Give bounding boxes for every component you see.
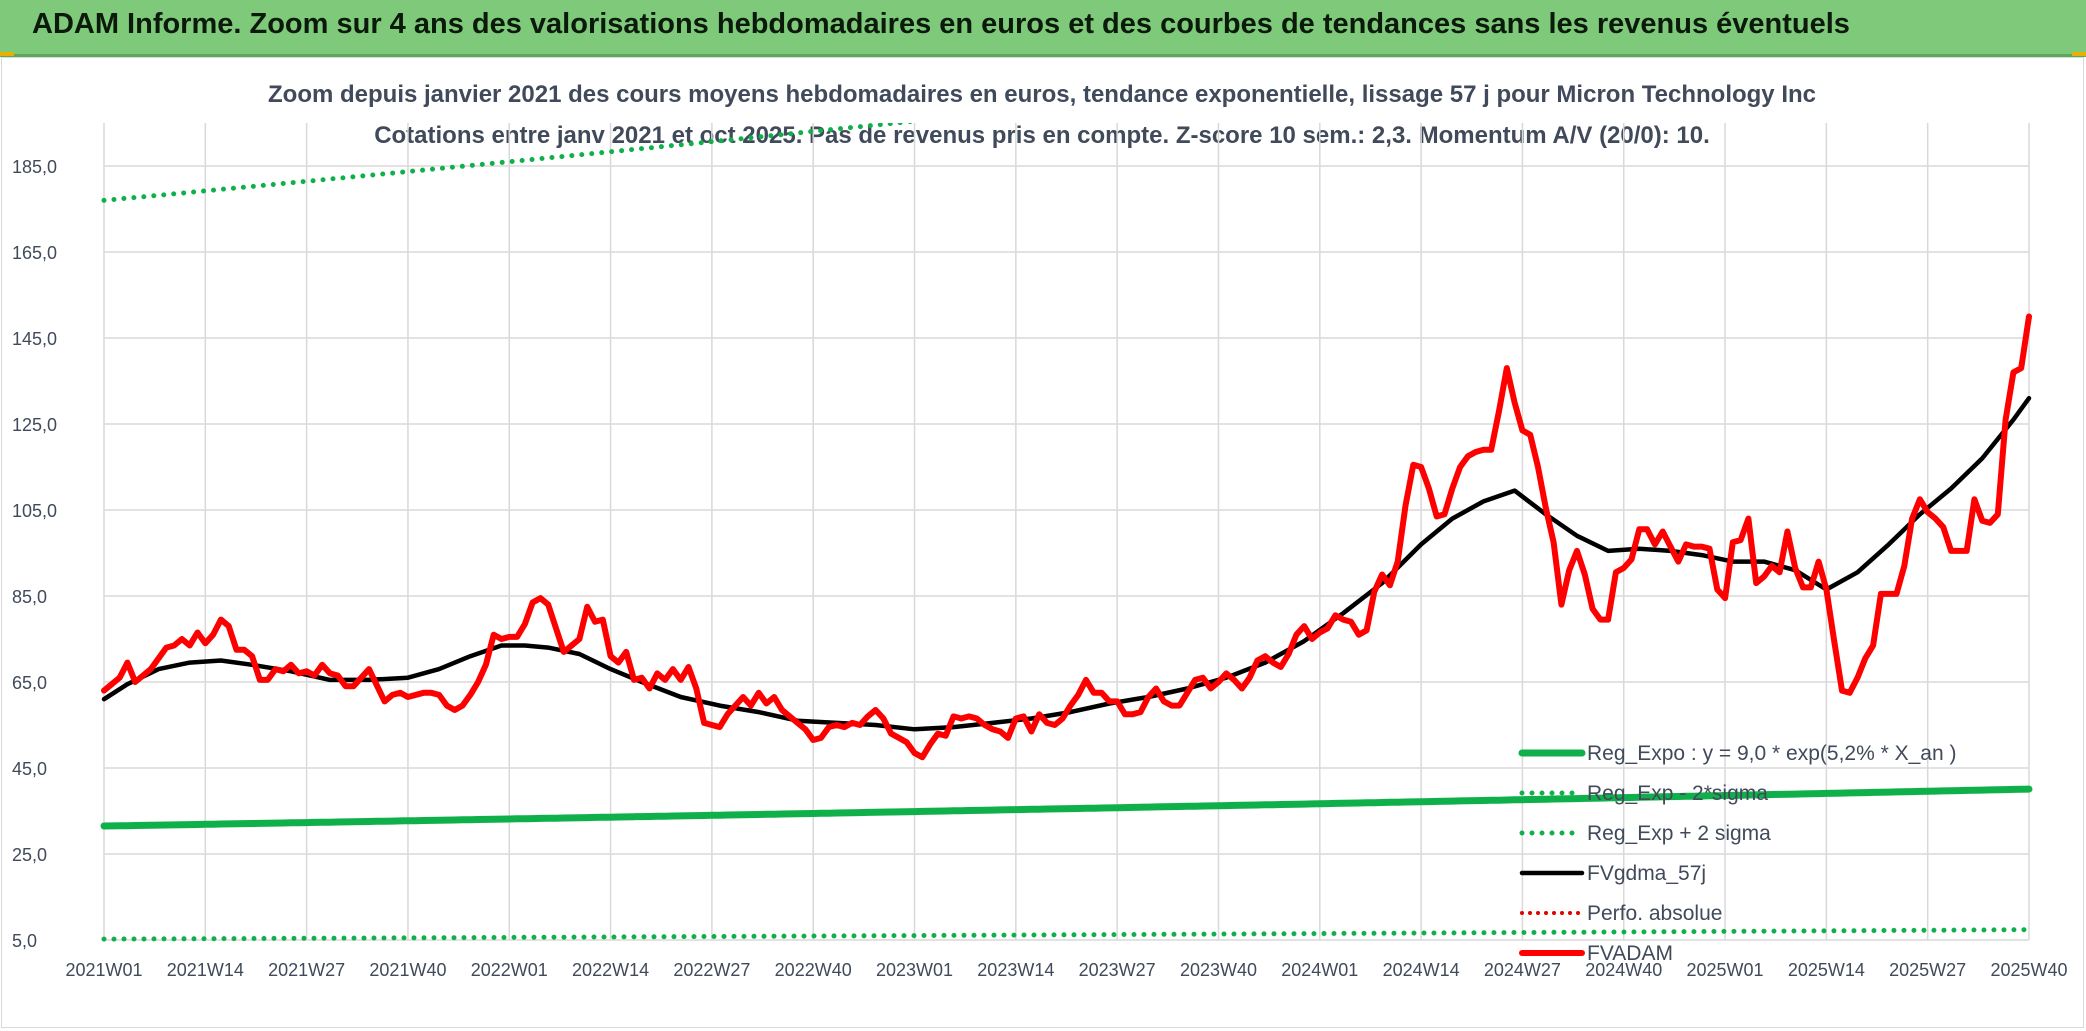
corner-accent-right (2072, 52, 2086, 56)
series-line-reg-exp-2-sigma (101, 927, 2032, 942)
series-line-fvgdma-57j (101, 395, 2032, 732)
legend-background (1518, 731, 1988, 975)
x-tick-label: 2023W01 (876, 960, 953, 980)
line-chart: Zoom depuis janvier 2021 des cours moyen… (12, 81, 2068, 980)
x-tick-label: 2024W27 (1484, 960, 1561, 980)
legend-label: Perfo. absolue (1587, 902, 1722, 925)
x-tick-label: 2021W27 (268, 960, 345, 980)
y-tick-label: 65,0 (12, 673, 47, 693)
chart-frame: Zoom depuis janvier 2021 des cours moyen… (1, 57, 2084, 1028)
x-tick-label: 2023W14 (977, 960, 1054, 980)
series-lines (100, 123, 2033, 942)
legend-label: FVADAM (1587, 942, 1673, 965)
x-tick-label: 2021W14 (167, 960, 244, 980)
series-line-reg-exp-2-sigma (101, 123, 921, 203)
y-tick-label: 5,0 (12, 931, 37, 951)
y-tick-label: 105,0 (12, 501, 57, 521)
x-tick-label: 2025W14 (1788, 960, 1865, 980)
header-banner: ADAM Informe. Zoom sur 4 ans des valoris… (0, 0, 2086, 57)
legend: Reg_Expo : y = 9,0 * exp(5,2% * X_an ) Re… (1518, 731, 1988, 975)
y-axis-ticks: 185,0 165,0 145,0 125,0 105,0 85,0 65,0 45,0 25,… (12, 157, 57, 951)
y-tick-label: 165,0 (12, 243, 57, 263)
x-tick-label: 2025W40 (1990, 960, 2067, 980)
y-tick-label: 145,0 (12, 329, 57, 349)
x-tick-label: 2022W01 (471, 960, 548, 980)
legend-label: Reg_Expo : y = 9,0 * exp(5,2% * X_an ) (1587, 742, 1956, 765)
y-tick-label: 185,0 (12, 157, 57, 177)
legend-label: Reg_Exp - 2*sigma (1587, 782, 1768, 805)
legend-label: FVgdma_57j (1587, 862, 1706, 885)
x-tick-label: 2021W40 (369, 960, 446, 980)
y-tick-label: 25,0 (12, 845, 47, 865)
x-tick-label: 2024W01 (1281, 960, 1358, 980)
series-line-reg-expo-y-9-0-exp-5-2-x-an (100, 785, 2033, 830)
chart-title: Zoom depuis janvier 2021 des cours moyen… (268, 81, 1816, 108)
y-tick-label: 125,0 (12, 415, 57, 435)
x-tick-label: 2022W40 (775, 960, 852, 980)
x-tick-label: 2025W01 (1687, 960, 1764, 980)
x-tick-label: 2023W40 (1180, 960, 1257, 980)
x-tick-label: 2023W27 (1079, 960, 1156, 980)
chart-subtitle: Cotations entre janv 2021 et oct 2025. P… (374, 122, 1710, 149)
series-line-fvadam (101, 313, 2032, 761)
legend-label: Reg_Exp + 2 sigma (1587, 822, 1771, 845)
x-tick-label: 2021W01 (65, 960, 142, 980)
x-tick-label: 2024W40 (1585, 960, 1662, 980)
banner-title: ADAM Informe. Zoom sur 4 ans des valoris… (32, 8, 1850, 40)
x-axis-ticks: 2021W01 2021W14 2021W27 2021W40 2022W01 2022W… (65, 960, 2067, 980)
x-tick-label: 2025W27 (1889, 960, 1966, 980)
x-tick-label: 2024W14 (1383, 960, 1460, 980)
y-tick-label: 45,0 (12, 759, 47, 779)
y-tick-label: 85,0 (12, 587, 47, 607)
corner-accent-left (0, 52, 14, 56)
x-tick-label: 2022W14 (572, 960, 649, 980)
x-tick-label: 2022W27 (673, 960, 750, 980)
